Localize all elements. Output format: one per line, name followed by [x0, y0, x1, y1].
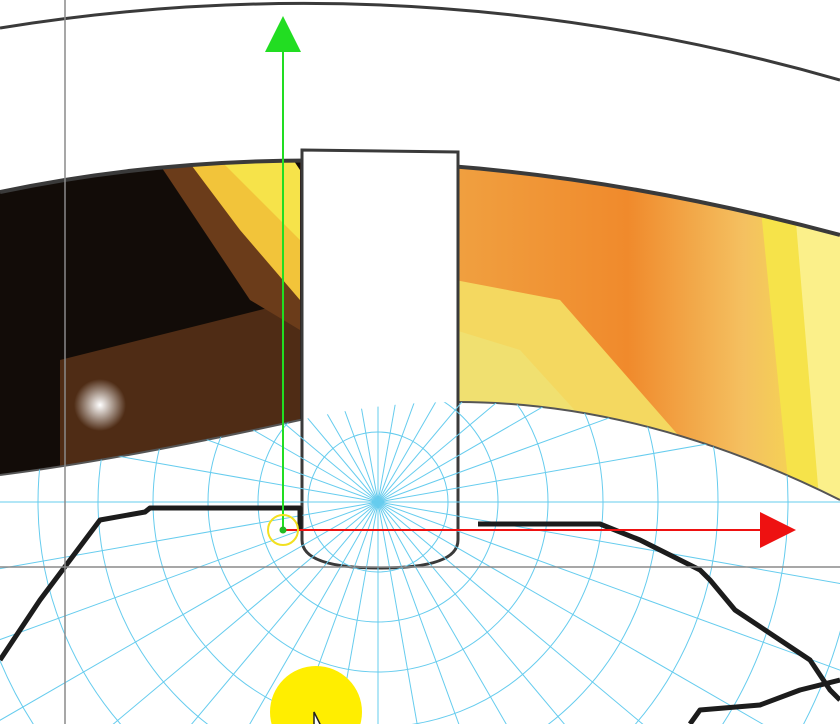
grid-spoke: [0, 402, 379, 503]
x-axis-arrow-icon[interactable]: [760, 512, 796, 548]
grid-spoke: [97, 501, 379, 724]
island-outline-bottom-right: [687, 677, 840, 724]
mouse-cursor: [270, 666, 362, 724]
grid-spoke: [377, 501, 840, 600]
pivot-center[interactable]: [279, 526, 287, 534]
grid-spoke: [377, 501, 808, 724]
outer-arc-edge: [0, 1, 840, 82]
island-outline-left: [0, 505, 303, 662]
grid-spoke: [377, 402, 659, 503]
grid-spoke: [377, 501, 571, 724]
transform-gizmo[interactable]: [265, 16, 796, 548]
texture-right-highlight: [795, 210, 840, 500]
grid-spoke: [377, 501, 739, 724]
grid-spoke: [97, 402, 379, 503]
cursor-highlight: [270, 666, 362, 724]
texture-brown-stripe: [150, 160, 300, 330]
grid-spoke: [0, 402, 379, 503]
grid-spoke: [377, 402, 571, 503]
grid-spoke: [0, 501, 379, 695]
grid-spoke: [377, 402, 476, 503]
grid-spoke: [377, 501, 840, 695]
grid-spoke: [377, 402, 739, 503]
grid-spoke: [185, 402, 379, 503]
grid-spoke: [0, 501, 379, 724]
texture-specular-dot: [74, 379, 126, 431]
grid-spoke: [377, 501, 476, 724]
texture-light-stripe: [210, 160, 300, 240]
y-axis-arrow-icon[interactable]: [265, 16, 301, 52]
slot-cutout: [300, 148, 460, 570]
grid-spoke: [377, 501, 659, 724]
grid-spoke: [280, 402, 379, 503]
pointer-arrow-icon: [313, 711, 321, 724]
grid-spoke: [17, 501, 379, 724]
island-outline-right: [478, 521, 840, 702]
grid-spoke: [377, 501, 840, 724]
grid-spoke: [0, 501, 379, 724]
grid-spoke: [185, 501, 379, 724]
grid-spoke: [280, 501, 379, 724]
grid-spoke: [377, 402, 840, 503]
grid-spoke: [17, 402, 379, 503]
grid-spoke: [377, 402, 808, 503]
pivot-ring[interactable]: [267, 514, 299, 546]
texture-brown-region: [60, 300, 300, 470]
grid-spoke: [0, 501, 379, 600]
